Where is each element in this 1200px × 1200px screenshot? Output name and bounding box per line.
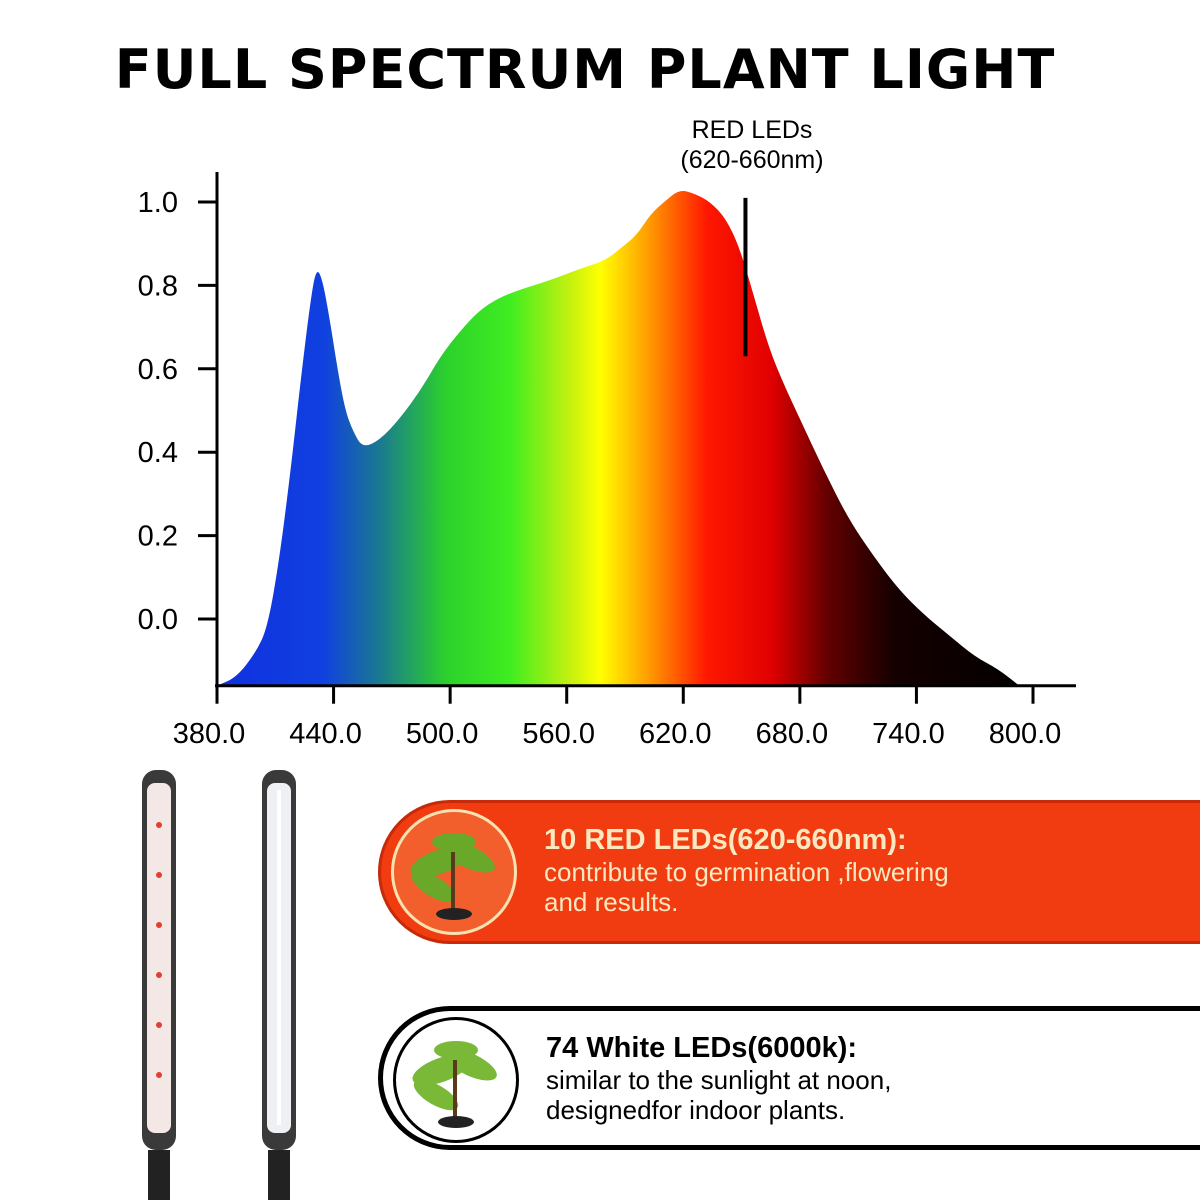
x-tick-label: 620.0 [639, 718, 712, 750]
y-tick-label: 0.0 [138, 604, 178, 636]
spectrum-area [217, 191, 1020, 686]
annotation-label: (620-660nm) [680, 146, 823, 174]
x-tick-label: 740.0 [872, 718, 945, 750]
red-leds-card: 10 RED LEDs(620-660nm): contribute to ge… [378, 800, 1200, 944]
x-tick-label: 380.0 [173, 718, 246, 750]
page-title: FULL SPECTRUM PLANT LIGHT [114, 38, 1056, 101]
x-tick-label: 680.0 [756, 718, 829, 750]
spectrum-chart: 0.0 0.2 0.4 0.6 0.8 1.0 380.0 440.0 500.0 560.0 62… [138, 116, 1076, 750]
y-tick-label: 0.6 [138, 354, 178, 386]
x-tick-label: 440.0 [289, 718, 362, 750]
y-tick-label: 0.4 [138, 437, 178, 469]
card-text-line: and results. [544, 887, 679, 917]
y-tick-label: 1.0 [138, 187, 178, 219]
plant-image [391, 809, 517, 935]
card-text-line: designedfor indoor plants. [546, 1095, 846, 1125]
card-text-line: contribute to germination ,flowering [544, 857, 949, 887]
card-heading: 74 White LEDs(6000k): [546, 1032, 858, 1064]
red-led-lamp [142, 770, 176, 1200]
y-tick-label: 0.2 [138, 521, 178, 553]
card-heading: 10 RED LEDs(620-660nm): [544, 824, 907, 856]
x-tick-label: 800.0 [989, 718, 1062, 750]
x-tick-label: 500.0 [406, 718, 479, 750]
annotation-label: RED LEDs [692, 116, 813, 144]
white-leds-card: 74 White LEDs(6000k): similar to the sun… [378, 1006, 1200, 1150]
card-text-line: similar to the sunlight at noon, [546, 1065, 892, 1095]
plant-image [393, 1017, 519, 1143]
x-tick-label: 560.0 [522, 718, 595, 750]
white-led-lamp [262, 770, 296, 1200]
y-tick-label: 0.8 [138, 270, 178, 302]
